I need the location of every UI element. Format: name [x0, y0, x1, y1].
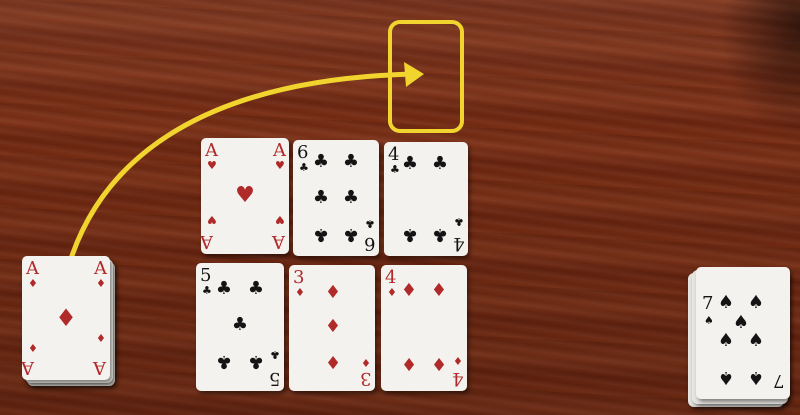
card-four-diamonds[interactable]: 4 ♦ ♦ ♦ ♦ ♦ ♦ 4 [381, 265, 467, 391]
diamond-icon: ♦ [324, 316, 342, 337]
suit-icon: ♣ [390, 163, 400, 176]
rank-label: A [26, 258, 39, 279]
rank-label-right: A [94, 258, 107, 279]
diamond-icon: ♦ [324, 282, 342, 303]
club-icon: ♣ [342, 224, 360, 245]
foundation-target-slot[interactable] [388, 20, 464, 133]
rank-label-right: A [273, 140, 286, 161]
rank-label-bottom: 7 [772, 370, 784, 391]
rank-label-bottom-left: A [22, 357, 34, 378]
club-icon: ♣ [401, 224, 419, 245]
rank-label-bottom: 4 [452, 233, 464, 254]
card-six-clubs[interactable]: 6 ♣ ♣ ♣ ♣ ♣ ♣ ♣ ♣ 6 [293, 140, 379, 256]
club-icon: ♣ [431, 153, 449, 174]
diamond-icon: ♦ [400, 280, 418, 301]
heart-icon: ♥ [235, 183, 255, 208]
suit-icon: ♥ [275, 213, 285, 226]
club-icon: ♣ [401, 153, 419, 174]
rank-label-bottom-left: A [201, 231, 213, 252]
spade-icon: ♠ [717, 367, 735, 388]
suit-icon: ♣ [365, 217, 375, 230]
club-icon: ♣ [312, 187, 330, 208]
spade-icon: ♠ [747, 330, 765, 351]
suit-icon: ♣ [454, 215, 464, 228]
rank-label: 4 [388, 144, 400, 165]
suit-icon: ♥ [207, 213, 217, 226]
rank-label-bottom: A [272, 231, 285, 252]
spade-icon: ♠ [747, 367, 765, 388]
diamond-icon: ♦ [55, 304, 77, 332]
spade-icon: ♠ [732, 312, 750, 333]
suit-icon: ♦ [96, 331, 106, 344]
club-icon: ♣ [247, 351, 265, 372]
rank-label: 7 [702, 293, 714, 314]
rank-label-bottom: 3 [359, 368, 371, 389]
rank-label: 6 [297, 142, 309, 163]
diamond-icon: ♦ [430, 353, 448, 374]
suit-icon: ♦ [28, 341, 38, 354]
suit-icon: ♦ [387, 286, 397, 299]
suit-icon: ♦ [28, 277, 38, 290]
suit-icon: ♣ [202, 284, 212, 297]
diamond-icon: ♦ [324, 351, 342, 372]
rank-label: 4 [385, 267, 397, 288]
card-ace-diamonds-pile[interactable]: A ♦ A ♦ ♦ ♦ A ♦ A [22, 256, 110, 380]
rank-label: 3 [293, 267, 305, 288]
spade-icon: ♠ [717, 330, 735, 351]
rank-label-bottom: A [93, 357, 106, 378]
suit-icon: ♥ [275, 159, 285, 172]
suit-icon: ♥ [207, 159, 217, 172]
club-icon: ♣ [312, 151, 330, 172]
suit-icon: ♦ [295, 286, 305, 299]
card-five-clubs[interactable]: 5 ♣ ♣ ♣ ♣ ♣ ♣ ♣ 5 [196, 263, 284, 391]
rank-label-bottom: 4 [451, 368, 463, 389]
rank-label-bottom: 5 [268, 368, 280, 389]
rank-label: A [205, 140, 218, 161]
card-seven-spades-pile[interactable]: 7 ♠ ♠ ♠ ♠ ♠ ♠ ♠ ♠ 7 [696, 267, 790, 399]
club-icon: ♣ [342, 187, 360, 208]
club-icon: ♣ [231, 314, 249, 335]
suit-icon: ♦ [96, 277, 106, 290]
card-four-clubs[interactable]: 4 ♣ ♣ ♣ ♣ ♣ ♣ 4 [384, 142, 468, 256]
suit-icon: ♦ [453, 354, 463, 367]
club-icon: ♣ [215, 278, 233, 299]
card-ace-hearts[interactable]: A ♥ A ♥ ♥ ♥ A ♥ A [201, 138, 289, 254]
club-icon: ♣ [247, 278, 265, 299]
spade-icon: ♠ [747, 292, 765, 313]
club-icon: ♣ [215, 351, 233, 372]
club-icon: ♣ [342, 151, 360, 172]
suit-icon: ♣ [299, 161, 309, 174]
club-icon: ♣ [312, 224, 330, 245]
diamond-icon: ♦ [400, 353, 418, 374]
suit-icon: ♣ [270, 348, 280, 361]
suit-icon: ♠ [704, 314, 714, 327]
diamond-icon: ♦ [430, 280, 448, 301]
card-three-diamonds[interactable]: 3 ♦ ♦ ♦ ♦ ♦ 3 [289, 265, 375, 391]
club-icon: ♣ [431, 224, 449, 245]
suit-icon: ♦ [361, 356, 371, 369]
shadow [720, 0, 800, 140]
rank-label: 5 [200, 265, 212, 286]
spade-icon: ♠ [717, 292, 735, 313]
rank-label-bottom: 6 [363, 233, 375, 254]
